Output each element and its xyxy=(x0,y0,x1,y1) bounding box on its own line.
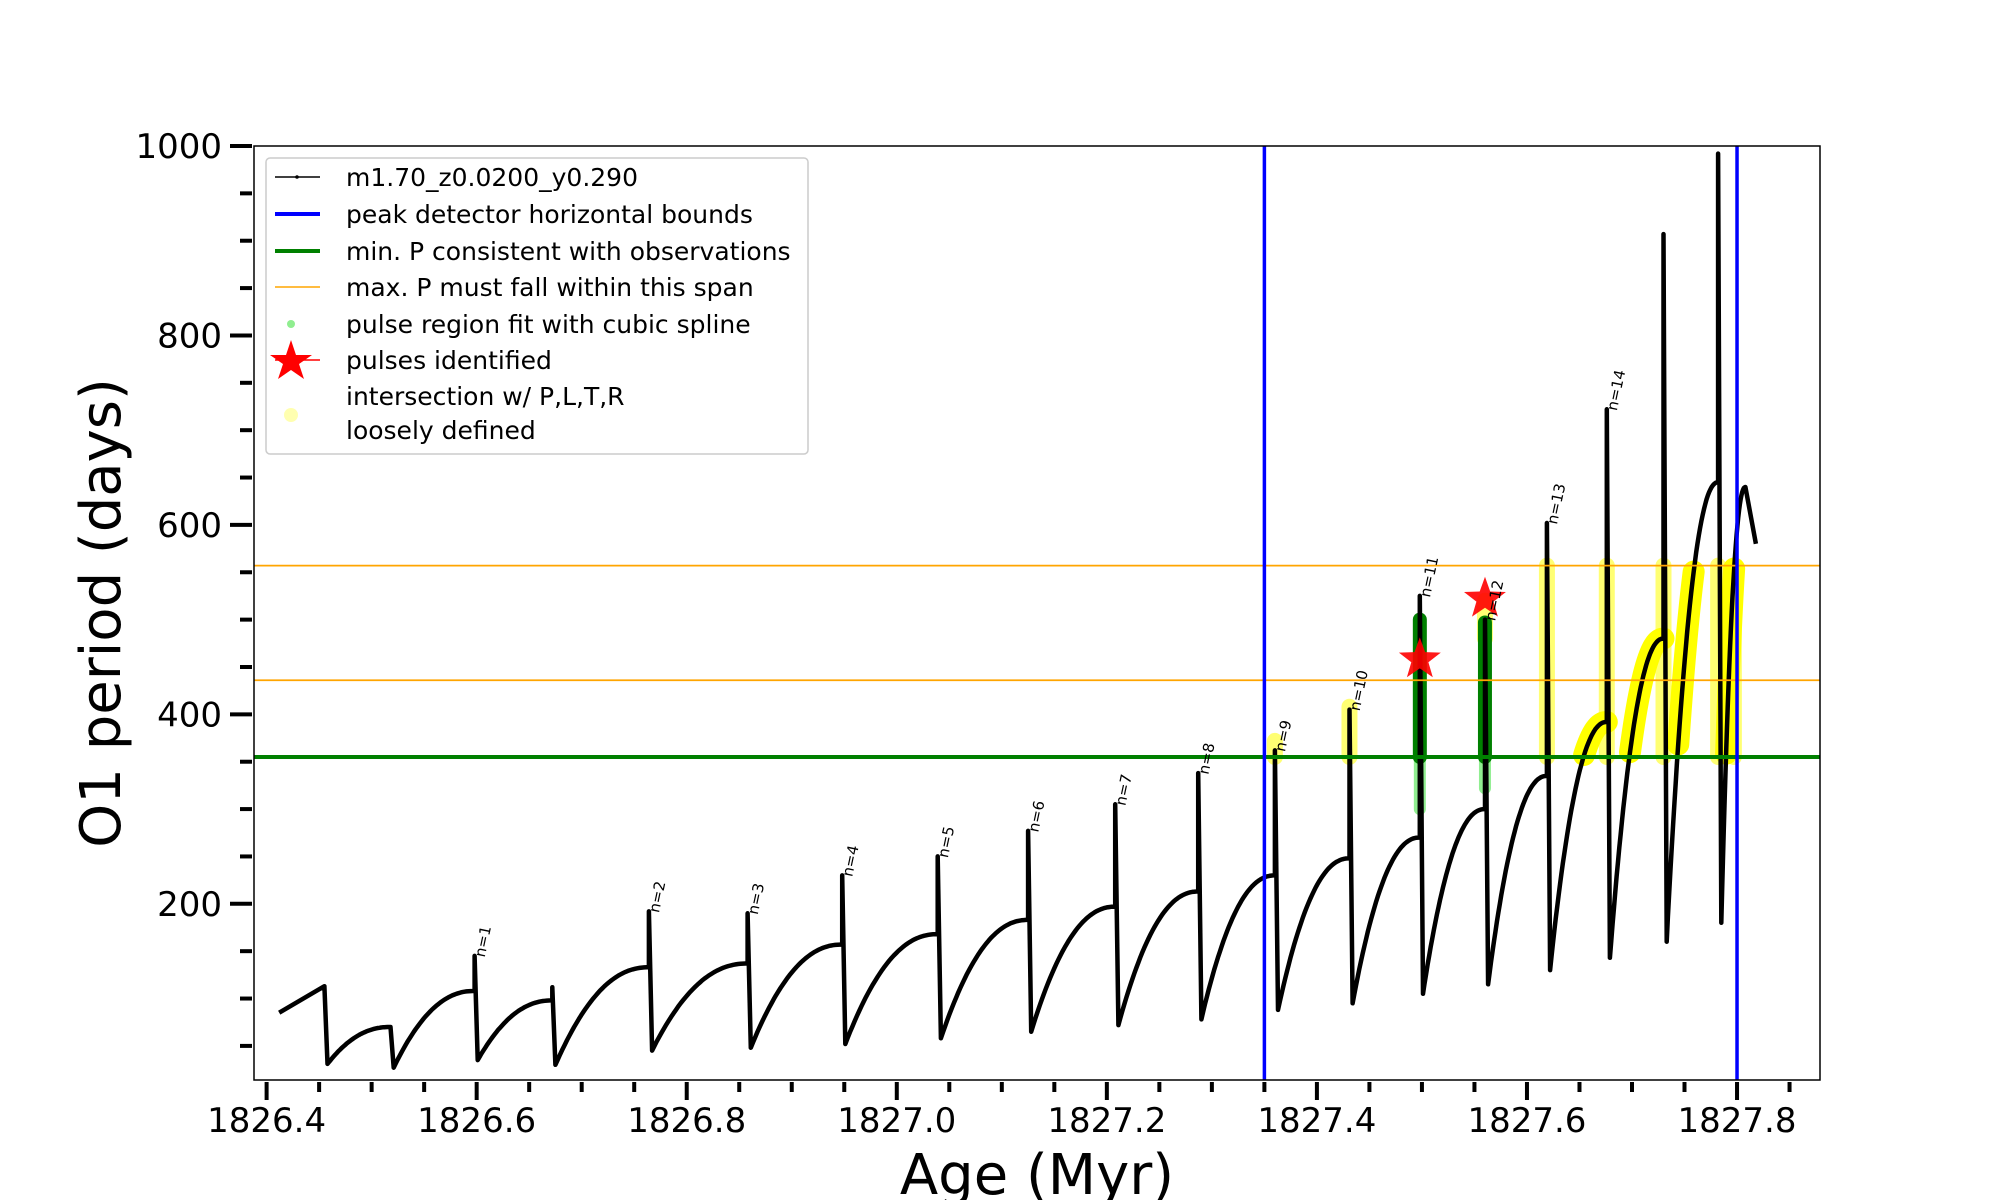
y-tick-label: 600 xyxy=(157,506,222,546)
x-tick-label: 1826.4 xyxy=(207,1101,326,1141)
legend-frame xyxy=(265,157,809,455)
x-tick-label: 1827.8 xyxy=(1678,1101,1797,1141)
legend-label-max-p: max. P must fall within this span xyxy=(346,273,754,302)
x-tick-label: 1826.8 xyxy=(627,1101,746,1141)
pulse-label: n=7 xyxy=(1112,773,1136,808)
pulse-label: n=3 xyxy=(744,881,768,916)
x-tick-label: 1827.6 xyxy=(1467,1101,1586,1141)
legend-star-icon xyxy=(270,340,312,379)
pulse-label: n=1 xyxy=(471,924,495,959)
legend-label-min-p: min. P consistent with observations xyxy=(346,237,791,266)
pulse-star xyxy=(1398,637,1441,678)
series-line xyxy=(278,151,1759,1070)
pulse-label: n=2 xyxy=(645,880,669,915)
legend-swatch-intersection xyxy=(284,408,298,422)
legend-label-spline: pulse region fit with cubic spline xyxy=(346,310,751,339)
axis-ticks: 1826.4 1826.6 1826.8 1827.0 1827.2 1827.4 1827… xyxy=(135,127,1796,1141)
pulse-label: n=13 xyxy=(1543,482,1569,526)
pulse-star xyxy=(1464,576,1506,617)
pulse-label: n=14 xyxy=(1603,368,1629,412)
legend-label-intersection-2: loosely defined xyxy=(346,416,536,445)
pulse-label: n=11 xyxy=(1416,555,1442,599)
x-axis-label: Age (Myr) xyxy=(900,1143,1174,1200)
pulse-label: n=5 xyxy=(934,825,958,860)
pulse-label: n=9 xyxy=(1271,719,1295,754)
plot-frame xyxy=(253,145,1821,1081)
x-tick-label: 1826.6 xyxy=(417,1101,536,1141)
pulse-label: n=8 xyxy=(1195,741,1219,776)
pulse-label: n=10 xyxy=(1346,668,1372,712)
legend: m1.70_z0.0200_y0.290 peak detector horiz… xyxy=(265,157,809,455)
y-tick-label: 400 xyxy=(157,695,222,735)
y-tick-label: 200 xyxy=(157,885,222,925)
y-tick-label: 1000 xyxy=(135,127,222,167)
legend-label-pulses: pulses identified xyxy=(346,346,552,375)
x-tick-label: 1827.0 xyxy=(837,1101,956,1141)
x-tick-label: 1827.4 xyxy=(1257,1101,1376,1141)
legend-label-model: m1.70_z0.0200_y0.290 xyxy=(346,163,638,192)
legend-label-intersection: intersection w/ P,L,T,R xyxy=(346,382,625,411)
x-tick-label: 1827.2 xyxy=(1047,1101,1166,1141)
plot-layers: n=1n=2 n=3n=4n=5n=6n=7n=8n=9n=10n=11n=12n… xyxy=(254,146,1820,1080)
pulse-label: n=6 xyxy=(1024,799,1048,834)
y-axis-label: O1 period (days) xyxy=(69,378,134,848)
legend-label-bounds: peak detector horizontal bounds xyxy=(346,200,753,229)
pulse-label: n=4 xyxy=(838,844,862,879)
legend-swatch-model-marker xyxy=(295,175,299,179)
y-tick-label: 800 xyxy=(157,316,222,356)
legend-swatch-spline xyxy=(287,320,295,328)
